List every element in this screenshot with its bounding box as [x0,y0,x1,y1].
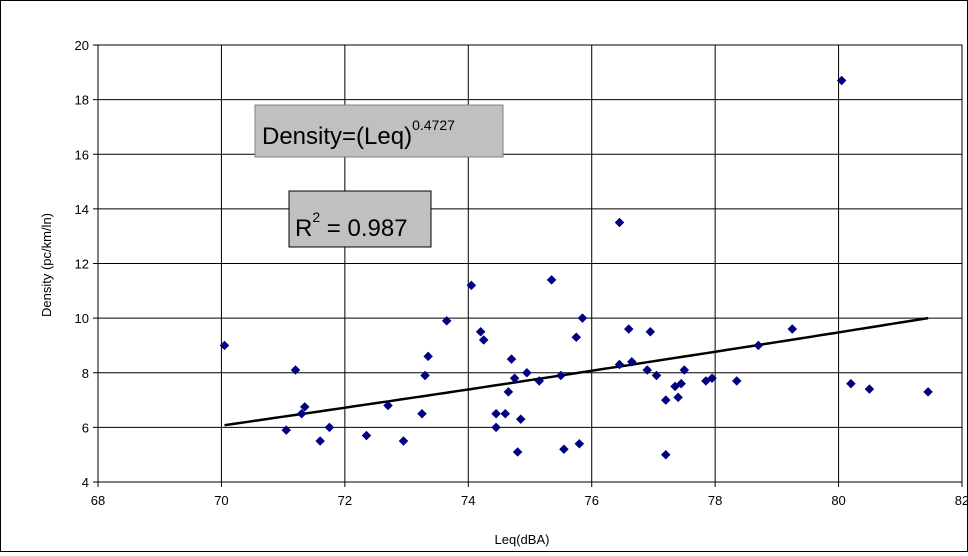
data-point [281,425,292,435]
r-squared-box-background [288,190,432,248]
data-point [660,395,671,405]
x-tick-label: 80 [831,493,845,508]
data-point [324,422,335,433]
data-point [614,359,625,370]
data-point [577,313,588,323]
x-tick-label: 74 [461,493,475,508]
data-point [478,335,489,345]
r-squared-value: = 0.987 [320,215,407,242]
data-point [923,387,933,397]
data-point [296,408,307,419]
equation-box-background [254,104,504,158]
data-point [219,340,230,351]
data-point [503,387,514,397]
y-tick-label: 14 [75,202,89,217]
data-point [707,373,717,384]
data-point [534,376,545,386]
data-point [509,373,520,384]
data-point [398,436,409,446]
data-point [660,449,671,460]
data-point [623,324,634,334]
y-axis-title: Density (pc/km/ln) [39,213,54,317]
data-point [423,351,434,362]
data-point [559,444,569,455]
y-tick-label: 10 [75,311,89,326]
data-point [466,280,477,291]
r-squared-box: R2 = 0.987 [288,190,432,248]
data-point [574,438,585,449]
equation-box: Density=(Leq)0.4727 [254,104,504,158]
y-tick-label: 6 [82,420,89,435]
data-point [846,378,856,389]
x-tick-label: 68 [91,493,105,508]
data-point [556,370,566,381]
equation-text: Density=(Leq)0.4727 [262,117,455,150]
data-point [491,408,501,419]
r-squared-letter: R [295,215,312,242]
data-point [645,326,656,337]
data-point [864,384,875,394]
y-tick-label: 12 [75,257,89,272]
data-point [299,402,310,412]
grid [98,45,962,482]
data-point [571,332,582,343]
data-point [383,400,393,411]
x-tick-label: 76 [584,493,598,508]
data-point [361,430,372,441]
data-point [290,365,301,375]
data-point [651,370,662,381]
data-point [731,376,742,386]
data-point [491,422,501,433]
data-point [500,408,511,419]
x-tick-label: 82 [955,493,967,508]
trendline [224,316,929,427]
y-tick-label: 4 [82,475,89,490]
y-tick-label: 8 [82,366,89,381]
trendline-layer [224,316,929,427]
y-tick-label: 20 [75,38,89,53]
x-tick-label: 72 [338,493,352,508]
data-point [614,217,625,228]
data-point [642,365,653,375]
data-point [420,370,430,381]
r-squared-superscript: 2 [312,209,320,225]
y-tick-label: 18 [75,93,89,108]
equation-exponent: 0.4727 [412,117,455,133]
data-points [219,75,933,460]
data-point [475,326,486,337]
data-point [787,324,798,334]
r-squared-text: R2 = 0.987 [295,209,408,242]
data-point [626,356,637,367]
data-point [522,367,532,378]
data-point [506,354,517,364]
x-tick-label: 78 [708,493,722,508]
equation-base: Density=(Leq) [262,123,412,150]
data-point [676,378,687,389]
data-point [546,275,557,285]
data-point [515,414,526,425]
data-point [417,408,427,419]
data-point [679,365,690,375]
data-point [441,316,452,326]
x-axis-title: Leq(dBA) [495,532,550,547]
y-tick-label: 16 [75,147,89,162]
plot-border [97,44,963,483]
data-point [512,447,523,457]
data-point [315,436,326,446]
x-tick-label: 70 [214,493,228,508]
data-point [673,392,683,403]
data-point [753,340,764,351]
data-point [836,75,847,86]
